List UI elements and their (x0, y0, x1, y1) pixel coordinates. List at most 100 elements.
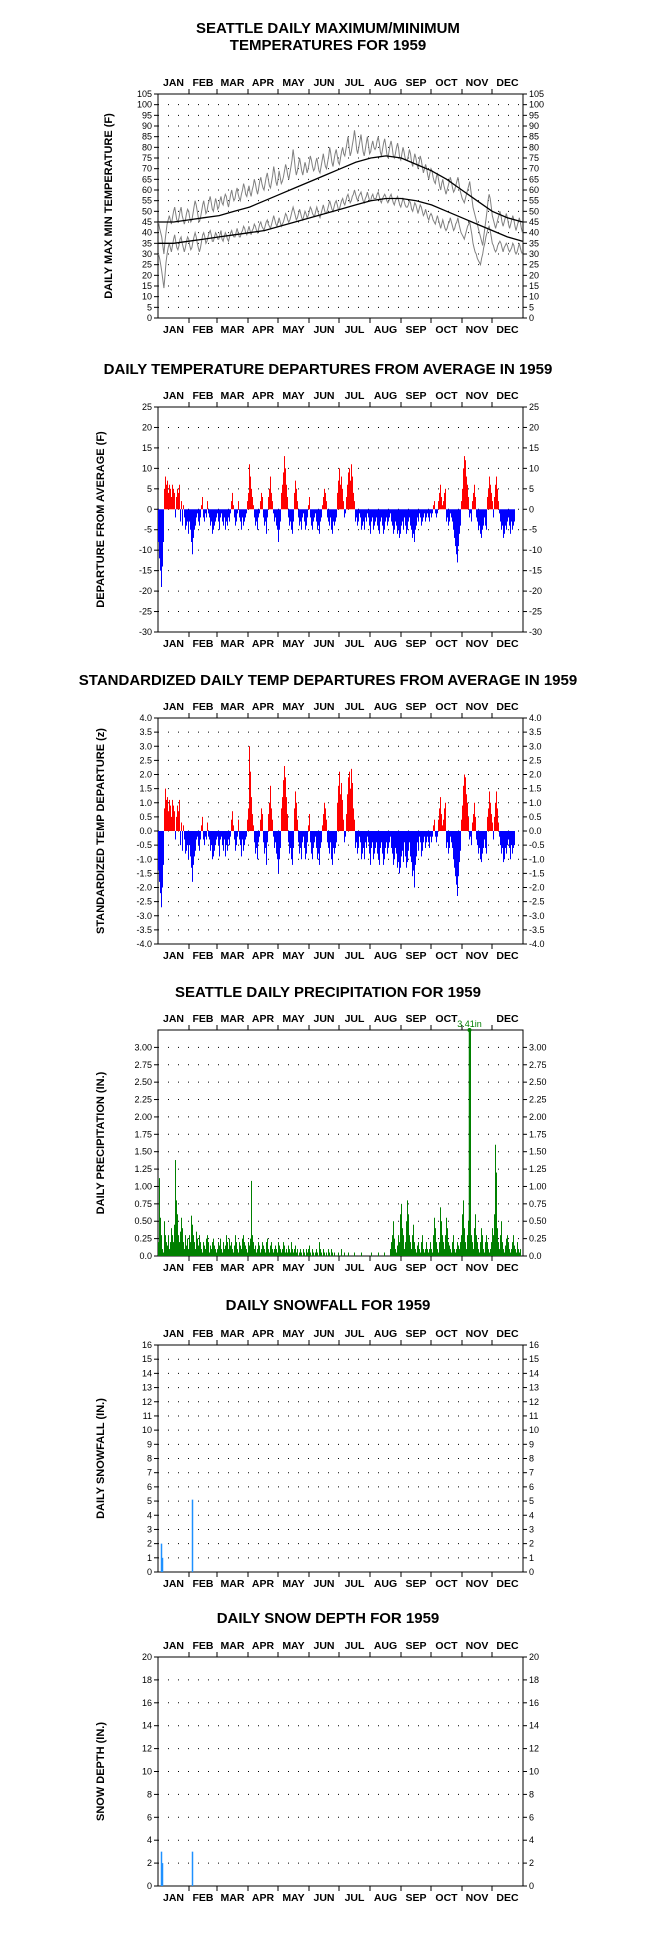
bar (437, 831, 438, 837)
month-label: DEC (496, 324, 519, 336)
bar (263, 1245, 264, 1256)
bar (409, 509, 410, 518)
y-tick-label: 3.0 (139, 741, 152, 751)
bar (340, 794, 341, 831)
month-label: NOV (466, 77, 489, 89)
bar (501, 1221, 502, 1256)
month-label: DEC (496, 1892, 519, 1904)
month-label: OCT (435, 950, 458, 962)
bar (492, 1228, 493, 1256)
bar (181, 1217, 182, 1256)
bar (246, 509, 247, 514)
y-tick-label: 1.5 (139, 784, 152, 794)
y-tick-label: 25 (529, 402, 539, 412)
y-tick-label: 1.00 (134, 1181, 152, 1191)
month-label: SEP (405, 1328, 426, 1340)
bar (236, 509, 237, 522)
bar (262, 497, 263, 510)
bar (302, 831, 303, 843)
bar (265, 831, 266, 848)
bar (349, 468, 350, 510)
month-label: AUG (374, 1578, 397, 1590)
bar (435, 1228, 436, 1256)
bar (468, 1221, 469, 1256)
bar (268, 814, 269, 831)
bar (336, 509, 337, 518)
bar (184, 831, 185, 840)
bar (285, 777, 286, 831)
bar (513, 831, 514, 848)
bar (256, 831, 257, 848)
month-label: JUN (313, 701, 334, 713)
bar (371, 1252, 372, 1256)
month-label: DEC (496, 390, 519, 402)
bar (299, 1252, 300, 1256)
bar (254, 831, 255, 843)
y-axis-label: DAILY PRECIPITATION (IN.) (95, 1071, 107, 1214)
y-tick-label: 10 (529, 1767, 539, 1777)
bar (287, 1252, 288, 1256)
bar (449, 509, 450, 522)
bar (331, 509, 332, 530)
bar (294, 1249, 295, 1256)
bar (311, 831, 312, 854)
bar (254, 1249, 255, 1256)
bar (490, 484, 491, 510)
y-tick-label: -3.5 (136, 925, 152, 935)
month-label: MAR (221, 1262, 245, 1274)
bar (412, 1235, 413, 1256)
y-tick-label: 20 (142, 1652, 152, 1662)
bar (296, 1252, 297, 1256)
month-label: JUL (345, 1262, 365, 1274)
bar (164, 1221, 165, 1256)
bar (317, 1252, 318, 1256)
bar (405, 1242, 406, 1256)
bar (199, 509, 200, 526)
bar (163, 509, 164, 542)
bar (412, 831, 413, 877)
bar (382, 831, 383, 854)
y-tick-label: 85 (529, 132, 539, 142)
bar (460, 1242, 461, 1256)
bar (223, 1242, 224, 1256)
bar (479, 831, 480, 848)
bar (413, 1224, 414, 1256)
bar (378, 509, 379, 530)
bar (347, 794, 348, 831)
bar (220, 509, 221, 518)
month-label: MAY (282, 1013, 304, 1025)
y-tick-label: 14 (529, 1721, 539, 1731)
y-tick-label: 1.0 (139, 798, 152, 808)
bar (391, 831, 392, 848)
bar (265, 1252, 266, 1256)
bar (281, 492, 282, 510)
bar (418, 1242, 419, 1256)
month-label: JAN (163, 1640, 184, 1652)
y-tick-label: 3 (147, 1524, 152, 1534)
bar (230, 831, 231, 837)
bar (438, 1252, 439, 1256)
bar (448, 831, 449, 854)
bar (402, 831, 403, 851)
bar (445, 488, 446, 510)
y-tick-label: 15 (529, 281, 539, 291)
bar (488, 808, 489, 831)
bar (342, 799, 343, 831)
bar (421, 831, 422, 857)
bar (292, 831, 293, 865)
bar (191, 509, 192, 542)
bar (186, 509, 187, 526)
bar (389, 831, 390, 843)
month-label: NOV (466, 638, 489, 650)
bar (434, 501, 435, 510)
month-label: MAY (282, 1578, 304, 1590)
bar (206, 831, 207, 840)
y-tick-label: -30 (139, 627, 152, 637)
bar (269, 488, 270, 510)
y-axis-label: SNOW DEPTH (IN.) (95, 1722, 107, 1821)
y-tick-label: 2.5 (139, 755, 152, 765)
bar (492, 501, 493, 510)
bar (381, 831, 382, 843)
bar (174, 811, 175, 831)
